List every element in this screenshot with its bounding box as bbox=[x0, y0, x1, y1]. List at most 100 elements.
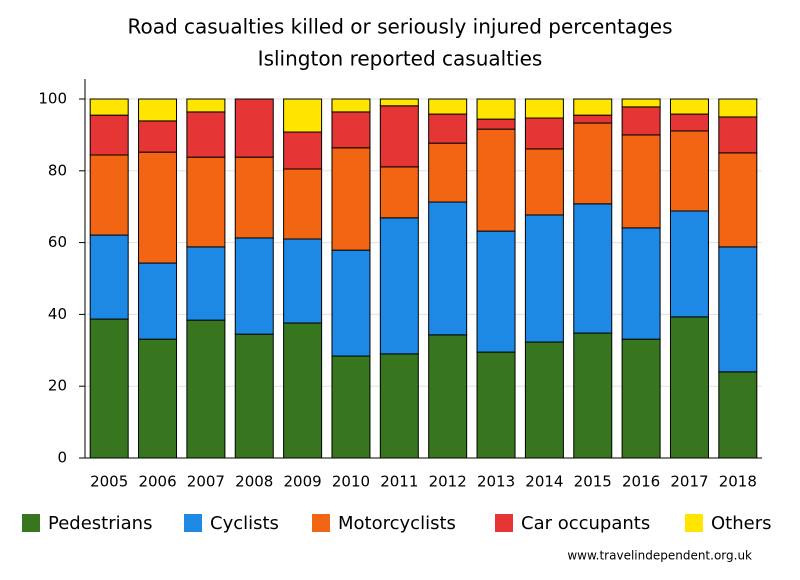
chart-title: Road casualties killed or seriously inju… bbox=[127, 15, 672, 39]
bar-segment bbox=[234, 333, 274, 459]
bar-segment bbox=[718, 371, 758, 459]
bar-segment bbox=[89, 114, 129, 156]
bar-segment bbox=[621, 338, 661, 459]
y-tick-label: 40 bbox=[48, 305, 67, 323]
bar-segment bbox=[331, 355, 371, 459]
bar-segment bbox=[138, 151, 178, 264]
legend-swatch bbox=[495, 514, 513, 532]
x-tick-label: 2012 bbox=[429, 473, 467, 491]
bar-segment bbox=[379, 105, 419, 168]
bar-segment bbox=[283, 131, 323, 170]
bar-segment bbox=[476, 98, 516, 120]
x-tick-label: 2010 bbox=[332, 473, 370, 491]
y-tick-label: 60 bbox=[48, 233, 67, 251]
bar-segment bbox=[573, 114, 613, 124]
bar-segment bbox=[573, 332, 613, 459]
x-tick-label: 2008 bbox=[235, 473, 273, 491]
bar-segment bbox=[89, 234, 129, 320]
bar-segment bbox=[186, 156, 226, 248]
legend-swatch bbox=[22, 514, 40, 532]
legend-label: Others bbox=[711, 513, 772, 534]
bar-segment bbox=[283, 98, 323, 133]
legend-swatch bbox=[184, 514, 202, 532]
bar-segment bbox=[718, 98, 758, 118]
legend-swatch bbox=[312, 514, 330, 532]
bar-segment bbox=[573, 98, 613, 116]
bar-segment bbox=[89, 318, 129, 459]
x-tick-label: 2005 bbox=[90, 473, 128, 491]
bar-segment bbox=[379, 166, 419, 219]
bar-segment bbox=[138, 338, 178, 459]
y-tick-label: 20 bbox=[48, 377, 67, 395]
bar-segment bbox=[186, 319, 226, 459]
x-tick-label: 2014 bbox=[525, 473, 563, 491]
bar-segment bbox=[138, 98, 178, 122]
bar-segment bbox=[186, 111, 226, 158]
bar-segment bbox=[138, 262, 178, 340]
bar-segment bbox=[524, 148, 564, 216]
bar-segment bbox=[621, 227, 661, 340]
bar-segment bbox=[331, 147, 371, 251]
bar-segment bbox=[89, 98, 129, 116]
bar-segment bbox=[428, 201, 468, 336]
x-tick-label: 2011 bbox=[380, 473, 418, 491]
x-tick-label: 2013 bbox=[477, 473, 515, 491]
bar-segment bbox=[669, 113, 709, 132]
x-tick-label: 2007 bbox=[187, 473, 225, 491]
bar-segment bbox=[186, 246, 226, 321]
bar-segment bbox=[331, 249, 371, 357]
source: www.travelindependent.org.uk bbox=[567, 549, 752, 563]
bar-segment bbox=[524, 341, 564, 459]
bar-segment bbox=[331, 111, 371, 149]
bar-segment bbox=[379, 217, 419, 355]
bar-segment bbox=[524, 214, 564, 343]
x-tick-label: 2018 bbox=[719, 473, 757, 491]
x-tick-label: 2016 bbox=[622, 473, 660, 491]
bar-segment bbox=[669, 98, 709, 115]
bar-segment bbox=[718, 116, 758, 154]
bar-segment bbox=[331, 98, 371, 113]
bar-segment bbox=[234, 98, 274, 158]
bar-segment bbox=[428, 142, 468, 203]
bar-segment bbox=[524, 98, 564, 119]
bar-segment bbox=[234, 237, 274, 335]
bar-segment bbox=[573, 122, 613, 205]
y-tick-label: 0 bbox=[57, 449, 67, 467]
bar-segment bbox=[669, 130, 709, 212]
bar-segment bbox=[283, 168, 323, 240]
y-tick-label: 100 bbox=[38, 90, 67, 108]
bar-segment bbox=[476, 351, 516, 459]
bar-segment bbox=[428, 334, 468, 459]
bar-segment bbox=[621, 106, 661, 136]
bar-segment bbox=[283, 322, 323, 459]
x-tick-label: 2009 bbox=[284, 473, 322, 491]
legend-swatch bbox=[685, 514, 703, 532]
legend-label: Motorcyclists bbox=[338, 513, 456, 534]
bar-segment bbox=[476, 230, 516, 353]
y-tick-label: 80 bbox=[48, 161, 67, 179]
legend-label: Car occupants bbox=[521, 513, 650, 534]
x-tick-label: 2006 bbox=[138, 473, 176, 491]
bar-segment bbox=[186, 98, 226, 113]
chart-subtitle: Islington reported casualties bbox=[258, 47, 543, 71]
x-tick-label: 2017 bbox=[670, 473, 708, 491]
x-tick-label: 2015 bbox=[574, 473, 612, 491]
bar-segment bbox=[476, 128, 516, 232]
bar-segment bbox=[234, 156, 274, 239]
legend-label: Cyclists bbox=[210, 513, 279, 534]
bar-segment bbox=[669, 210, 709, 318]
bar-segment bbox=[573, 203, 613, 334]
bar-segment bbox=[138, 120, 178, 153]
bar-segment bbox=[89, 154, 129, 236]
bar-segment bbox=[428, 113, 468, 144]
bar-segment bbox=[621, 134, 661, 229]
bar-segment bbox=[476, 118, 516, 130]
bar-segment bbox=[379, 98, 419, 107]
bar-segment bbox=[379, 353, 419, 459]
bar-segment bbox=[428, 98, 468, 115]
bar-segment bbox=[283, 238, 323, 324]
bar-segment bbox=[718, 246, 758, 373]
bar-segment bbox=[524, 117, 564, 150]
bar-segment bbox=[669, 316, 709, 459]
